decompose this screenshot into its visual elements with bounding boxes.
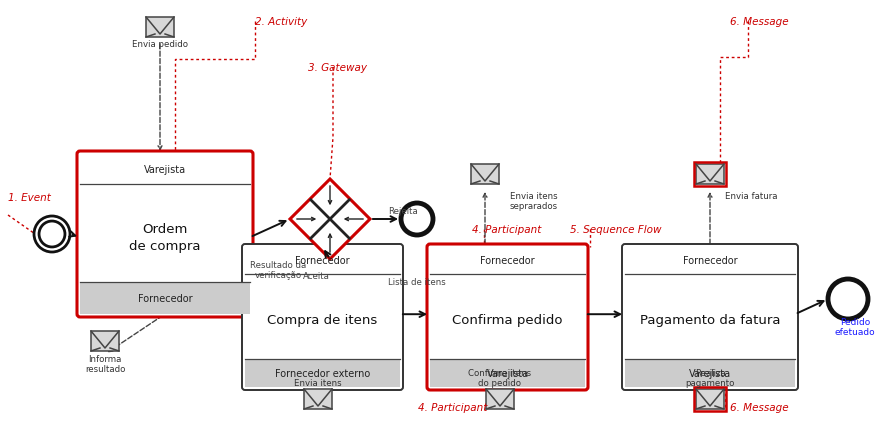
Bar (486, 389, 514, 409)
Text: 4. Participant: 4. Participant (472, 224, 541, 234)
Bar (91, 331, 119, 351)
Text: Fornecedor: Fornecedor (480, 256, 535, 266)
Polygon shape (290, 180, 370, 259)
Text: Realiza
pagamento: Realiza pagamento (685, 368, 735, 387)
Circle shape (828, 280, 868, 319)
Text: Envia pedido: Envia pedido (132, 40, 188, 49)
Bar (304, 389, 332, 409)
Text: 5. Sequence Flow: 5. Sequence Flow (570, 224, 661, 234)
Text: Envia itens: Envia itens (294, 378, 342, 387)
FancyBboxPatch shape (77, 152, 253, 317)
Text: 3. Gateway: 3. Gateway (308, 63, 367, 73)
Text: Varejista: Varejista (487, 368, 529, 378)
Bar (694, 163, 726, 187)
Text: 4. Participant: 4. Participant (418, 402, 487, 412)
Text: Envia itens
seprarados: Envia itens seprarados (510, 191, 558, 211)
Bar (696, 389, 724, 409)
Bar (245, 359, 400, 387)
Text: Confirma pedido: Confirma pedido (452, 313, 562, 326)
Text: Informa
resultado: Informa resultado (85, 354, 125, 374)
Bar (80, 283, 250, 314)
Bar (694, 387, 726, 411)
Text: Resultado da
verificação: Resultado da verificação (250, 261, 306, 280)
FancyBboxPatch shape (622, 244, 798, 390)
Text: Varejista: Varejista (144, 165, 186, 175)
Text: Fornecedor: Fornecedor (683, 256, 737, 266)
Text: Confirma itens
do pedido: Confirma itens do pedido (469, 368, 532, 387)
Text: Compra de itens: Compra de itens (268, 313, 378, 326)
Text: Pedido
efetuado: Pedido efetuado (834, 317, 875, 337)
Text: Fornecedor: Fornecedor (138, 293, 192, 303)
Text: Envia fatura: Envia fatura (725, 191, 778, 200)
FancyBboxPatch shape (427, 244, 588, 390)
Text: Pagamento da fatura: Pagamento da fatura (640, 313, 781, 326)
Text: Aceita: Aceita (303, 271, 329, 280)
Text: Fornecedor: Fornecedor (295, 256, 350, 266)
Text: Rejeita: Rejeita (388, 207, 418, 216)
Bar (430, 359, 585, 387)
FancyBboxPatch shape (242, 244, 403, 390)
Text: Ordem
de compra: Ordem de compra (129, 223, 200, 252)
Bar (625, 359, 795, 387)
Bar (146, 18, 174, 38)
Bar (696, 165, 724, 184)
Bar (471, 165, 499, 184)
Text: 2. Activity: 2. Activity (255, 17, 307, 27)
Text: 6. Message: 6. Message (730, 402, 789, 412)
Text: 1. Event: 1. Event (8, 193, 51, 203)
Circle shape (34, 216, 70, 252)
Text: Varejista: Varejista (689, 368, 731, 378)
Text: 6. Message: 6. Message (730, 17, 789, 27)
Circle shape (39, 221, 65, 247)
Text: Fornecedor externo: Fornecedor externo (275, 368, 370, 378)
Circle shape (401, 203, 433, 236)
Text: Lista de itens: Lista de itens (388, 277, 446, 286)
